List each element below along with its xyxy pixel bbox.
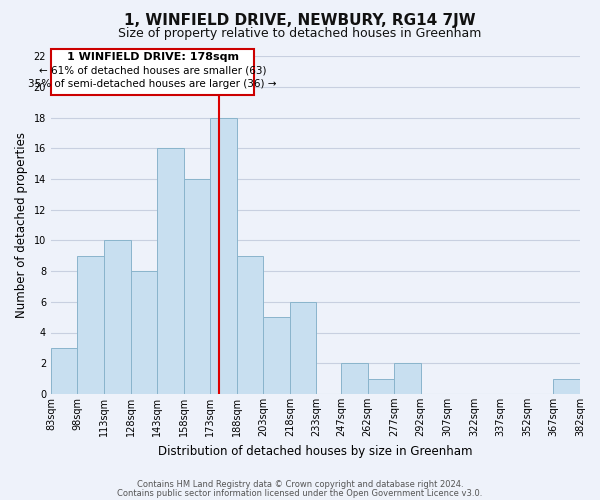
Text: 1 WINFIELD DRIVE: 178sqm: 1 WINFIELD DRIVE: 178sqm [67, 52, 239, 62]
Bar [290, 302, 316, 394]
Bar [51, 348, 77, 394]
Bar [184, 179, 210, 394]
Text: 1, WINFIELD DRIVE, NEWBURY, RG14 7JW: 1, WINFIELD DRIVE, NEWBURY, RG14 7JW [124, 12, 476, 28]
Text: 35% of semi-detached houses are larger (36) →: 35% of semi-detached houses are larger (… [28, 80, 277, 90]
Text: Contains public sector information licensed under the Open Government Licence v3: Contains public sector information licen… [118, 488, 482, 498]
Bar [104, 240, 131, 394]
Bar [157, 148, 184, 394]
Text: Contains HM Land Registry data © Crown copyright and database right 2024.: Contains HM Land Registry data © Crown c… [137, 480, 463, 489]
Text: ← 61% of detached houses are smaller (63): ← 61% of detached houses are smaller (63… [39, 66, 266, 76]
Bar [263, 317, 290, 394]
Bar [131, 271, 157, 394]
Bar [368, 378, 394, 394]
Bar [77, 256, 104, 394]
Y-axis label: Number of detached properties: Number of detached properties [15, 132, 28, 318]
Bar [394, 363, 421, 394]
Bar [553, 378, 580, 394]
X-axis label: Distribution of detached houses by size in Greenham: Distribution of detached houses by size … [158, 444, 473, 458]
FancyBboxPatch shape [51, 48, 254, 94]
Text: Size of property relative to detached houses in Greenham: Size of property relative to detached ho… [118, 28, 482, 40]
Bar [237, 256, 263, 394]
Bar [341, 363, 368, 394]
Bar [210, 118, 237, 394]
